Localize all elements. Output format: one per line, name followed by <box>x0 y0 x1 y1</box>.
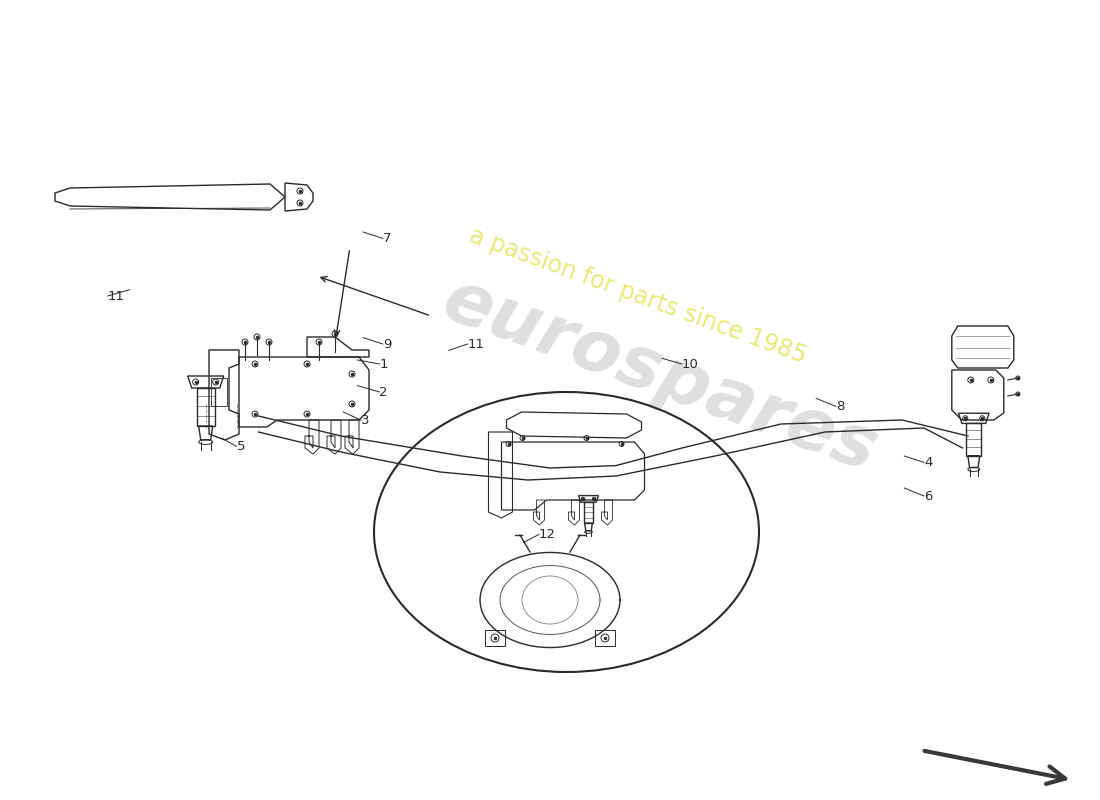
Text: 12: 12 <box>539 528 556 541</box>
Text: 9: 9 <box>383 338 392 350</box>
Text: eurospares: eurospares <box>433 266 887 486</box>
Text: 5: 5 <box>236 440 245 453</box>
Text: 1: 1 <box>379 358 388 370</box>
Text: 2: 2 <box>379 386 388 398</box>
Text: 10: 10 <box>682 358 698 370</box>
Text: a passion for parts since 1985: a passion for parts since 1985 <box>466 224 810 368</box>
Text: 3: 3 <box>361 414 370 426</box>
Text: 11: 11 <box>108 290 124 302</box>
Text: 7: 7 <box>383 232 392 245</box>
Text: 11: 11 <box>468 338 484 350</box>
Text: 8: 8 <box>836 400 845 413</box>
Text: 4: 4 <box>924 456 933 469</box>
Text: 6: 6 <box>924 490 933 502</box>
